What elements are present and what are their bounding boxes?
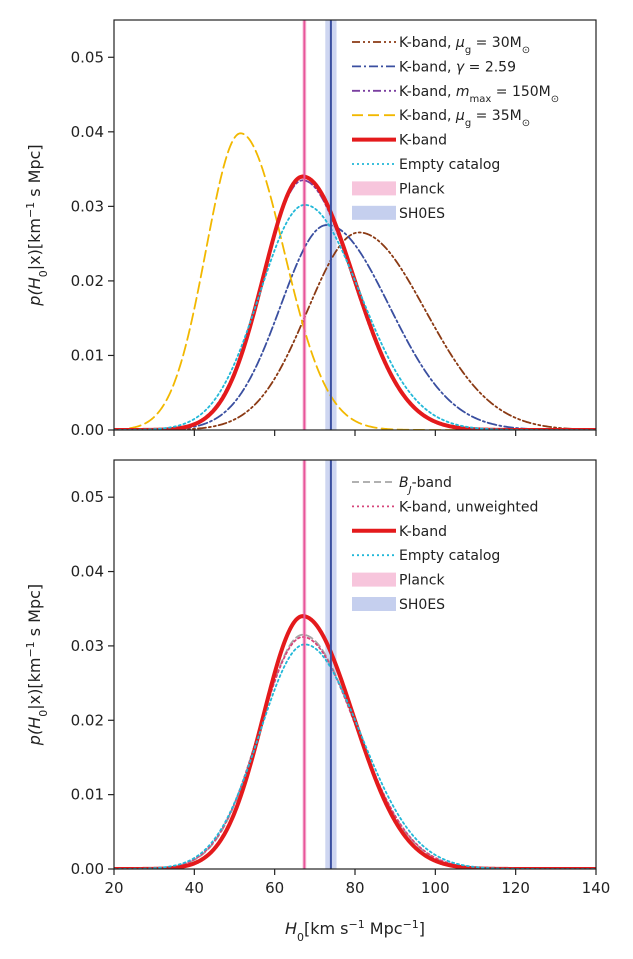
legend-label: Empty catalog xyxy=(399,157,500,173)
y-axis-label: p(H0|x)[km−1 s Mpc] xyxy=(24,144,50,306)
y-tick-label: 0.01 xyxy=(71,786,104,804)
x-tick-label: 40 xyxy=(185,879,204,897)
legend-label: K-band, γ = 2.59 xyxy=(399,59,516,75)
y-tick-label: 0.00 xyxy=(71,421,104,439)
x-tick-label: 140 xyxy=(582,879,611,897)
legend-label: Planck xyxy=(399,573,445,589)
bottom-panel: 20 40 60 80 100 120 140 0.00 0.01 0.02 0.03 0.04 0.0… xyxy=(24,459,611,944)
x-tick-label: 20 xyxy=(104,879,123,897)
y-tick-label: 0.02 xyxy=(71,272,104,290)
x-tick-label: 60 xyxy=(265,879,284,897)
x-tick-label: 80 xyxy=(345,879,364,897)
series-line-1 xyxy=(114,231,596,430)
y-tick-label: 0.03 xyxy=(71,197,104,215)
legend-swatch xyxy=(352,181,396,196)
series-line-4 xyxy=(114,132,596,430)
y-tick-label: 0.05 xyxy=(71,48,104,66)
top-panel: 0.00 0.01 0.02 0.03 0.04 0.05 p(H0|x)[km−1 s M… xyxy=(24,19,597,439)
legend-swatch xyxy=(352,597,396,611)
legend-label: K-band xyxy=(399,524,447,540)
legend: K-band, μg = 30M⊙ K-band, γ = 2.59 K-band,… xyxy=(352,35,559,222)
y-tick-label: 0.03 xyxy=(71,637,104,655)
x-tick-label: 100 xyxy=(421,879,450,897)
legend-label: K-band xyxy=(399,133,447,149)
y-tick-label: 0.05 xyxy=(71,488,104,506)
legend-swatch xyxy=(352,205,396,220)
legend-label: K-band, unweighted xyxy=(399,499,538,515)
legend-label: SH0ES xyxy=(399,597,445,613)
legend-label: BJ-band xyxy=(399,475,452,496)
legend-swatch xyxy=(352,572,396,587)
y-axis-label: p(H0|x)[km−1 s Mpc] xyxy=(24,584,50,746)
series-line-2 xyxy=(114,224,596,430)
legend-label: Empty catalog xyxy=(399,548,500,564)
x-tick-label: 120 xyxy=(501,879,530,897)
y-tick-label: 0.02 xyxy=(71,711,104,729)
y-tick-label: 0.04 xyxy=(71,563,104,581)
y-tick-label: 0.04 xyxy=(71,123,104,141)
y-tick-label: 0.01 xyxy=(71,346,104,364)
y-tick-label: 0.00 xyxy=(71,860,104,878)
legend-label: K-band, μg = 35M⊙ xyxy=(399,108,530,129)
legend-label: Planck xyxy=(399,181,445,197)
legend-label: K-band, μg = 30M⊙ xyxy=(399,35,530,56)
series-line-4 xyxy=(114,643,596,869)
legend-label: K-band, mmax = 150M⊙ xyxy=(399,84,559,105)
legend-label: SH0ES xyxy=(399,206,445,222)
x-axis-label: H0[km s−1 Mpc−1] xyxy=(285,918,425,944)
legend: BJ-band K-band, unweighted K-band Empty cat… xyxy=(352,475,538,613)
